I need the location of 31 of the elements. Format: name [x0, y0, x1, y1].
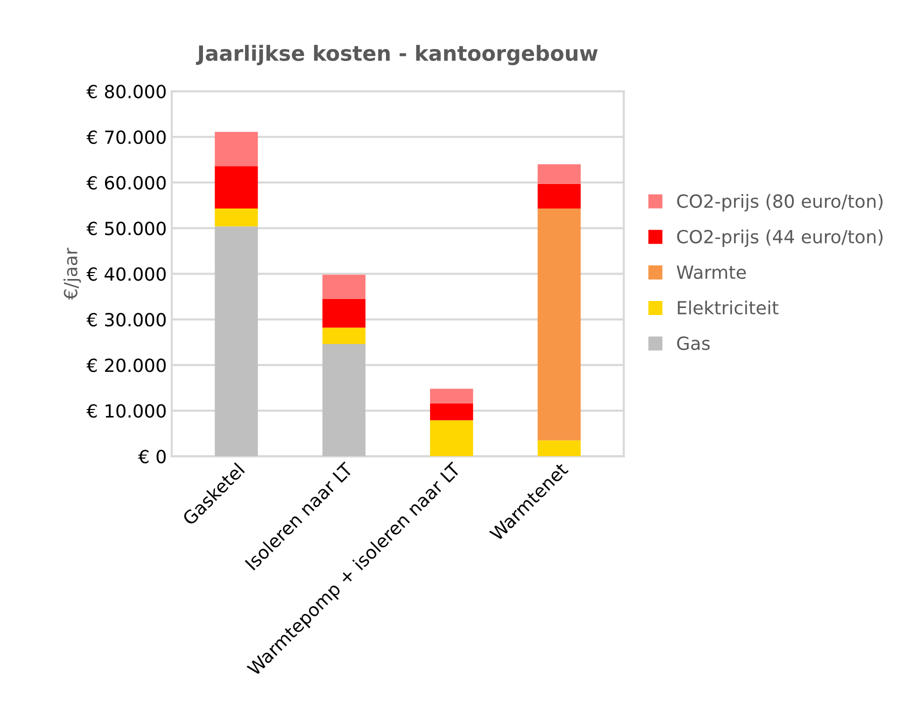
y-tick-label: € 0 [138, 450, 166, 464]
y-tick-label: € 20.000 [86, 358, 166, 372]
bar [214, 132, 258, 166]
bar [538, 184, 581, 209]
y-tick-label: € 80.000 [86, 84, 166, 98]
bar [322, 274, 366, 299]
bar [538, 440, 581, 456]
legend-label: Warmte [676, 266, 746, 280]
legend-label: CO2-prijs (80 euro/ton) [677, 194, 883, 212]
bar [214, 166, 258, 209]
bar [538, 208, 581, 440]
y-axis-title: €/jaar [63, 248, 81, 300]
bar [214, 226, 258, 456]
y-tick-label: € 50.000 [86, 222, 166, 236]
bar [430, 420, 474, 456]
y-tick-label: € 60.000 [86, 176, 166, 190]
bar [322, 298, 366, 328]
bar [538, 164, 581, 184]
bar [322, 328, 366, 344]
bar [322, 344, 366, 456]
legend-label: CO2-prijs (44 euro/ton) [677, 230, 883, 247]
y-tick-label: € 70.000 [86, 130, 166, 144]
bar [430, 388, 474, 404]
y-tick-label: € 10.000 [86, 404, 166, 418]
bar [214, 208, 258, 226]
legend-label: Gas [677, 336, 710, 350]
y-tick-label: € 40.000 [86, 267, 166, 281]
bar [430, 403, 474, 420]
chart-title: Jaarlijkse kosten - kantoorgebouw [196, 44, 598, 66]
legend-label: Elektriciteit [678, 300, 778, 315]
y-tick-label: € 30.000 [86, 312, 166, 327]
